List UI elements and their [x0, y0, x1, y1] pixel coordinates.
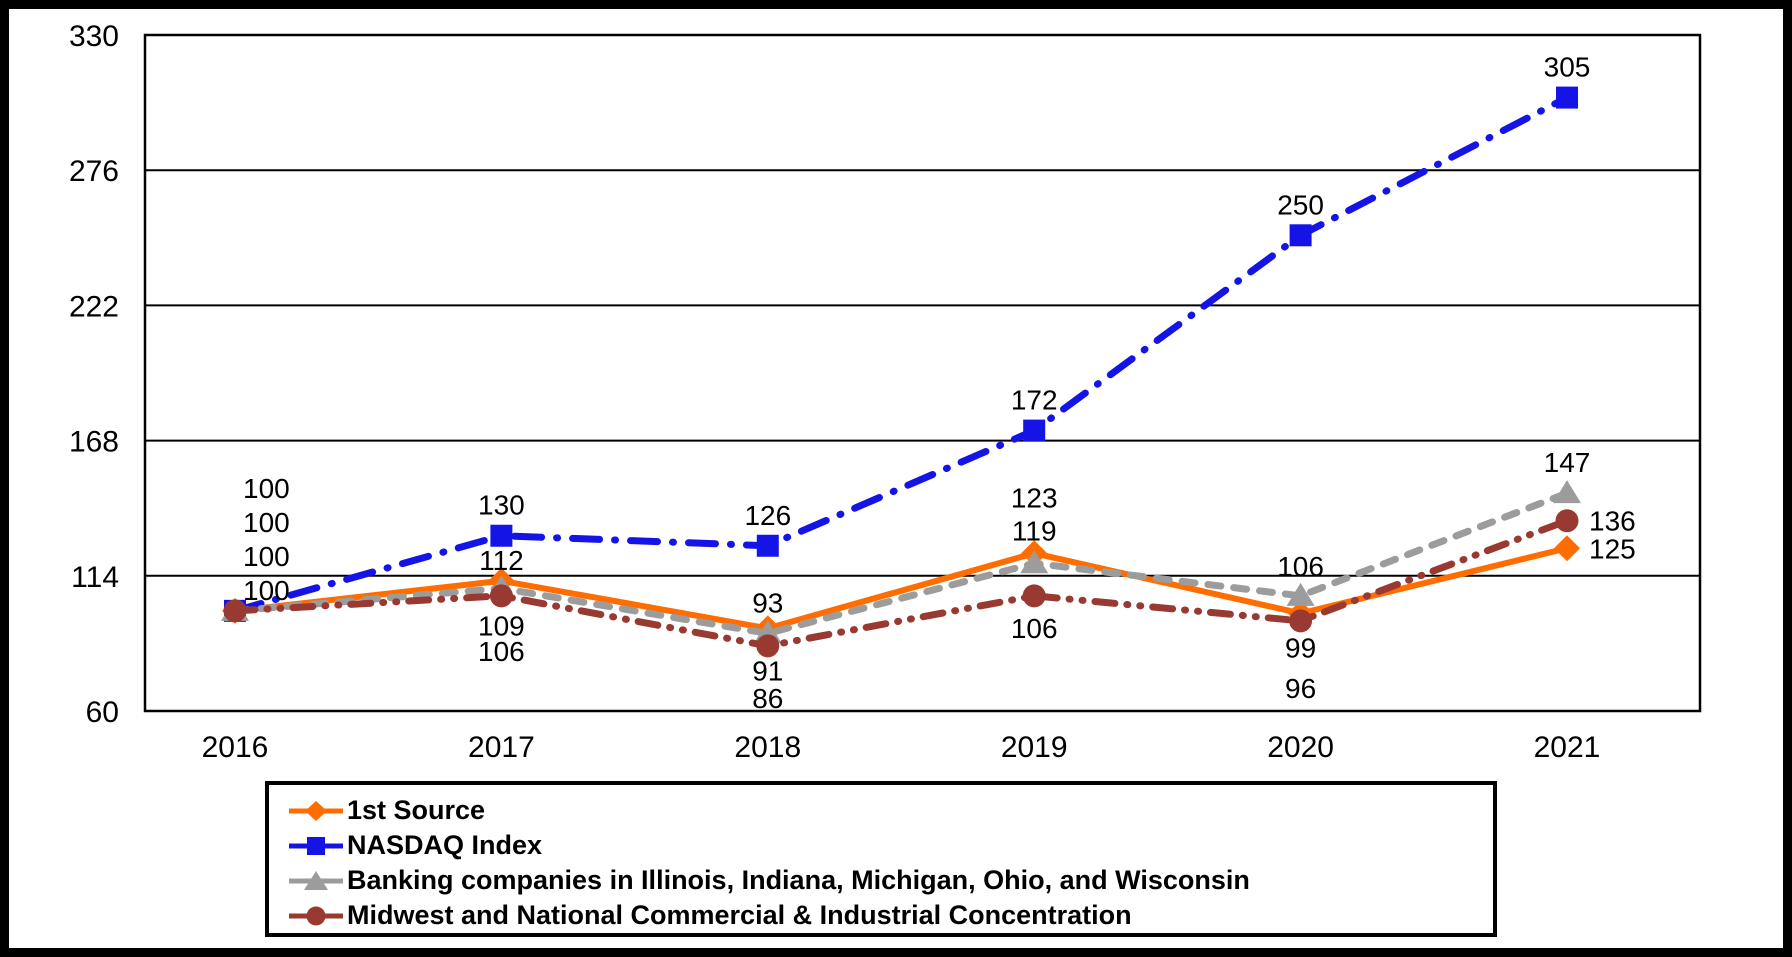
data-label: 250 [1277, 189, 1324, 220]
legend-label: NASDAQ Index [347, 830, 543, 860]
data-label: 96 [1285, 673, 1316, 704]
circle-marker-icon [489, 584, 513, 608]
circle-marker-icon [1289, 609, 1313, 633]
y-tick-label: 114 [71, 561, 119, 594]
circle-marker-icon [1555, 509, 1579, 533]
y-axis-labels: 60 114 168 222 276 330 [69, 20, 119, 729]
grid [143, 33, 1702, 713]
data-label: 147 [1544, 447, 1591, 478]
y-tick-label: 60 [86, 696, 119, 729]
circle-icon [306, 906, 326, 925]
triangle-marker-icon [1020, 550, 1049, 574]
legend-label: Midwest and National Commercial & Indust… [347, 900, 1132, 930]
series-line [231, 489, 1571, 637]
circle-marker-icon [756, 634, 780, 658]
square-icon [307, 836, 325, 855]
circle-marker-icon [223, 599, 247, 623]
y-tick-label: 276 [69, 155, 119, 188]
data-label: 130 [478, 490, 525, 521]
data-label: 123 [1011, 482, 1058, 513]
legend-item-midwest-and-national-commercial-industrial-con: Midwest and National Commercial & Indust… [287, 899, 1493, 933]
series-1st-source [222, 535, 1580, 642]
data-label: 100 [243, 507, 290, 538]
legend-item-1st-source: 1st Source [287, 794, 1493, 828]
x-tick-label: 2016 [202, 731, 269, 764]
data-label: 106 [1277, 551, 1324, 582]
circle-marker-icon [1022, 584, 1046, 608]
data-label: 136 [1589, 506, 1636, 537]
x-tick-label: 2017 [468, 731, 535, 764]
series-line [231, 517, 1571, 650]
data-label: 100 [243, 541, 290, 572]
data-label: 99 [1285, 632, 1316, 663]
series-line [231, 94, 1571, 615]
data-label: 86 [752, 683, 783, 714]
square-marker-icon [1556, 86, 1578, 109]
diamond-icon [305, 800, 327, 821]
data-label: 119 [1012, 515, 1057, 546]
data-label: 100 [243, 575, 290, 606]
data-label: 125 [1589, 533, 1636, 564]
plot-border [143, 33, 1702, 713]
legend-circle-marker-icon [289, 906, 343, 925]
y-tick-label: 222 [69, 290, 119, 323]
x-tick-label: 2018 [734, 731, 801, 764]
series-midwest-and-national-commercial-industrial-con [223, 509, 1579, 658]
data-label: 93 [752, 587, 783, 618]
legend-label: Banking companies in Illinois, Indiana, … [347, 865, 1250, 895]
data-label: 91 [752, 655, 783, 686]
data-label: 106 [1011, 613, 1058, 644]
square-marker-icon [756, 534, 779, 557]
y-tick-label: 330 [69, 20, 119, 53]
y-tick-label: 168 [69, 426, 119, 459]
square-marker-icon [1023, 419, 1046, 442]
line-chart: 60 114 168 222 276 330 2016 2017 2018 2019 2020 202… [69, 20, 1702, 764]
data-labels: 100 112 93 123 99 125 100 130 126 172 250 305 100 109… [243, 52, 1636, 714]
data-label: 172 [1011, 385, 1058, 416]
triangle-marker-icon [1286, 582, 1315, 606]
square-marker-icon [490, 524, 513, 547]
data-label: 100 [243, 473, 290, 504]
triangle-icon [304, 870, 328, 890]
legend-triangle-marker-icon [289, 870, 343, 890]
x-axis-labels: 2016 2017 2018 2019 2020 2021 [202, 731, 1601, 764]
x-tick-label: 2021 [1534, 731, 1601, 764]
legend-item-banking-companies-in-illinois-indiana-michigan: Banking companies in Illinois, Indiana, … [287, 864, 1493, 898]
series-nasdaq-index [224, 86, 1578, 622]
x-tick-label: 2019 [1001, 731, 1068, 764]
data-label: 109 [478, 610, 525, 641]
triangle-marker-icon [1553, 480, 1581, 504]
data-label: 112 [479, 545, 524, 576]
diamond-marker-icon [1554, 535, 1580, 562]
legend-square-marker-icon [289, 836, 343, 855]
series-line [232, 545, 1570, 632]
legend-diamond-marker-icon [289, 800, 343, 821]
x-tick-label: 2020 [1267, 731, 1334, 764]
square-marker-icon [1289, 224, 1312, 247]
data-label: 126 [744, 500, 791, 531]
legend-item-nasdaq-index: NASDAQ Index [287, 829, 1493, 863]
data-label: 305 [1544, 52, 1591, 83]
data-label: 106 [478, 636, 525, 667]
chart-legend: 1st Source NASDAQ Index Banking companies … [265, 781, 1497, 937]
legend-label: 1st Source [347, 795, 486, 825]
